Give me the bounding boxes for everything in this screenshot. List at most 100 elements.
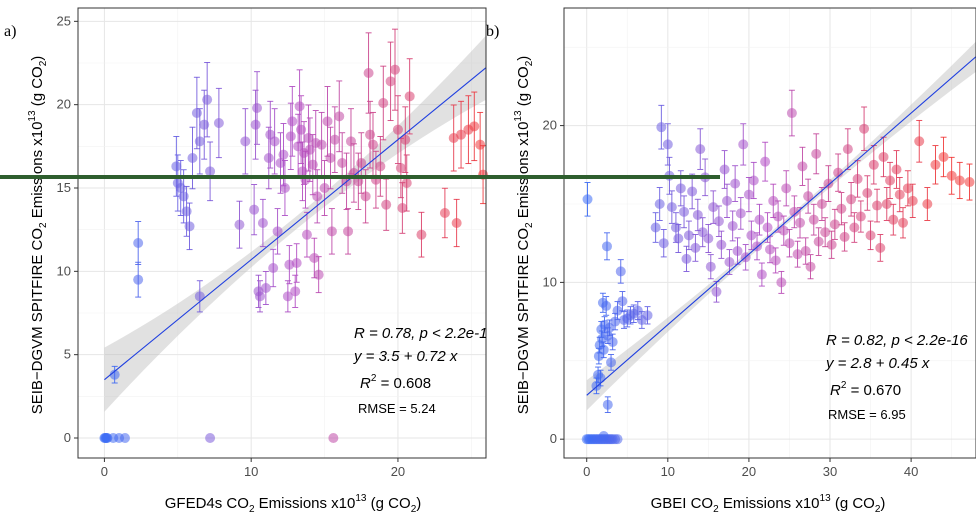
data-point — [194, 136, 205, 147]
data-point — [713, 216, 724, 227]
data-point — [666, 202, 677, 213]
data-point — [964, 177, 975, 188]
panel-a-label: a) — [4, 23, 16, 40]
data-point — [914, 136, 925, 147]
data-point — [650, 222, 661, 233]
data-point — [272, 226, 283, 237]
data-point — [290, 286, 301, 297]
data-point — [839, 231, 850, 242]
data-point — [109, 369, 120, 380]
x-tick-label: 10 — [244, 464, 258, 479]
data-point — [296, 124, 307, 135]
y-tick-label: 20 — [543, 118, 557, 133]
panel-b-fit-line — [586, 56, 976, 396]
panel-a-stat-r2: R2 = 0.608 — [360, 373, 431, 392]
data-point — [260, 283, 271, 293]
data-point — [254, 291, 265, 302]
data-point — [337, 158, 348, 168]
data-point — [754, 214, 765, 225]
data-point — [891, 164, 902, 175]
data-point — [309, 253, 320, 263]
x-tick-label: 10 — [661, 464, 675, 479]
data-point — [727, 220, 738, 231]
data-point — [746, 230, 757, 241]
data-point — [881, 198, 892, 209]
data-point — [303, 133, 314, 143]
data-point — [852, 173, 863, 184]
data-point — [803, 191, 814, 202]
data-point — [252, 103, 263, 113]
data-point — [278, 149, 289, 160]
data-point — [395, 163, 406, 173]
data-point — [795, 217, 806, 228]
data-point — [732, 246, 743, 257]
data-point — [687, 186, 698, 197]
data-point — [862, 188, 873, 199]
data-point — [334, 111, 345, 122]
panel-b-stats-clip: R = 0.82, p < 2.2e-16 y = 2.8 + 0.45 x R… — [825, 332, 968, 422]
data-point — [823, 178, 834, 189]
data-point — [184, 221, 195, 232]
panel-b-xlabel: GBEI CO2 Emissions x1013 (g CO2) — [651, 493, 886, 515]
data-point — [833, 167, 844, 178]
data-point — [582, 194, 593, 205]
data-point — [658, 238, 669, 249]
data-point — [765, 244, 775, 255]
data-point — [397, 203, 408, 213]
panel-b: 0 10 20 30 40 0 10 20 b) GBEI CO2 Emissions x10… — [486, 7, 976, 515]
data-point — [683, 230, 694, 241]
data-point — [789, 206, 800, 217]
panel-a-frame — [77, 7, 487, 459]
data-point — [199, 119, 210, 130]
panel-a-fit-line — [104, 67, 487, 381]
data-point — [392, 124, 403, 135]
data-point — [263, 153, 274, 163]
y-tick-label: 25 — [57, 13, 71, 28]
data-point — [205, 433, 216, 443]
data-point — [456, 129, 467, 140]
data-point — [385, 76, 396, 87]
data-point — [313, 269, 324, 280]
data-point — [776, 277, 787, 288]
data-point — [319, 183, 330, 193]
data-point — [279, 183, 290, 193]
data-point — [612, 305, 623, 316]
data-point — [695, 144, 706, 155]
data-point — [859, 123, 870, 134]
data-point — [329, 134, 340, 145]
data-point — [187, 153, 198, 163]
data-point — [681, 253, 692, 264]
data-point — [762, 222, 773, 233]
data-point — [439, 208, 450, 218]
data-point — [249, 204, 260, 215]
x-tick-label: 20 — [742, 464, 756, 479]
x-tick-label: 0 — [101, 464, 108, 479]
data-point — [808, 214, 819, 225]
data-point — [748, 175, 759, 186]
data-point — [325, 153, 336, 163]
panel-b-ylabel: SEIB−DGVM SPITFIRE CO2 Emissions x1013 (… — [513, 56, 535, 415]
data-point — [865, 230, 876, 241]
data-point — [842, 144, 853, 155]
y-tick-label: 10 — [543, 274, 557, 289]
y-tick-label: 10 — [57, 263, 71, 278]
x-tick-label: 20 — [391, 464, 405, 479]
data-point — [800, 246, 811, 257]
data-point — [654, 198, 665, 209]
data-point — [360, 191, 371, 202]
panel-b-label: b) — [486, 23, 499, 40]
data-point — [730, 178, 741, 189]
data-point — [826, 239, 837, 250]
data-point — [898, 217, 909, 228]
data-point — [294, 101, 305, 112]
data-point — [786, 108, 797, 119]
y-tick-label: 5 — [64, 347, 71, 362]
data-point — [708, 202, 719, 213]
data-point — [756, 269, 767, 280]
y-tick-label: 20 — [57, 97, 71, 112]
data-point — [606, 357, 617, 368]
data-point — [813, 236, 824, 247]
data-point — [760, 156, 771, 167]
data-point — [888, 214, 899, 225]
data-point — [792, 249, 803, 260]
